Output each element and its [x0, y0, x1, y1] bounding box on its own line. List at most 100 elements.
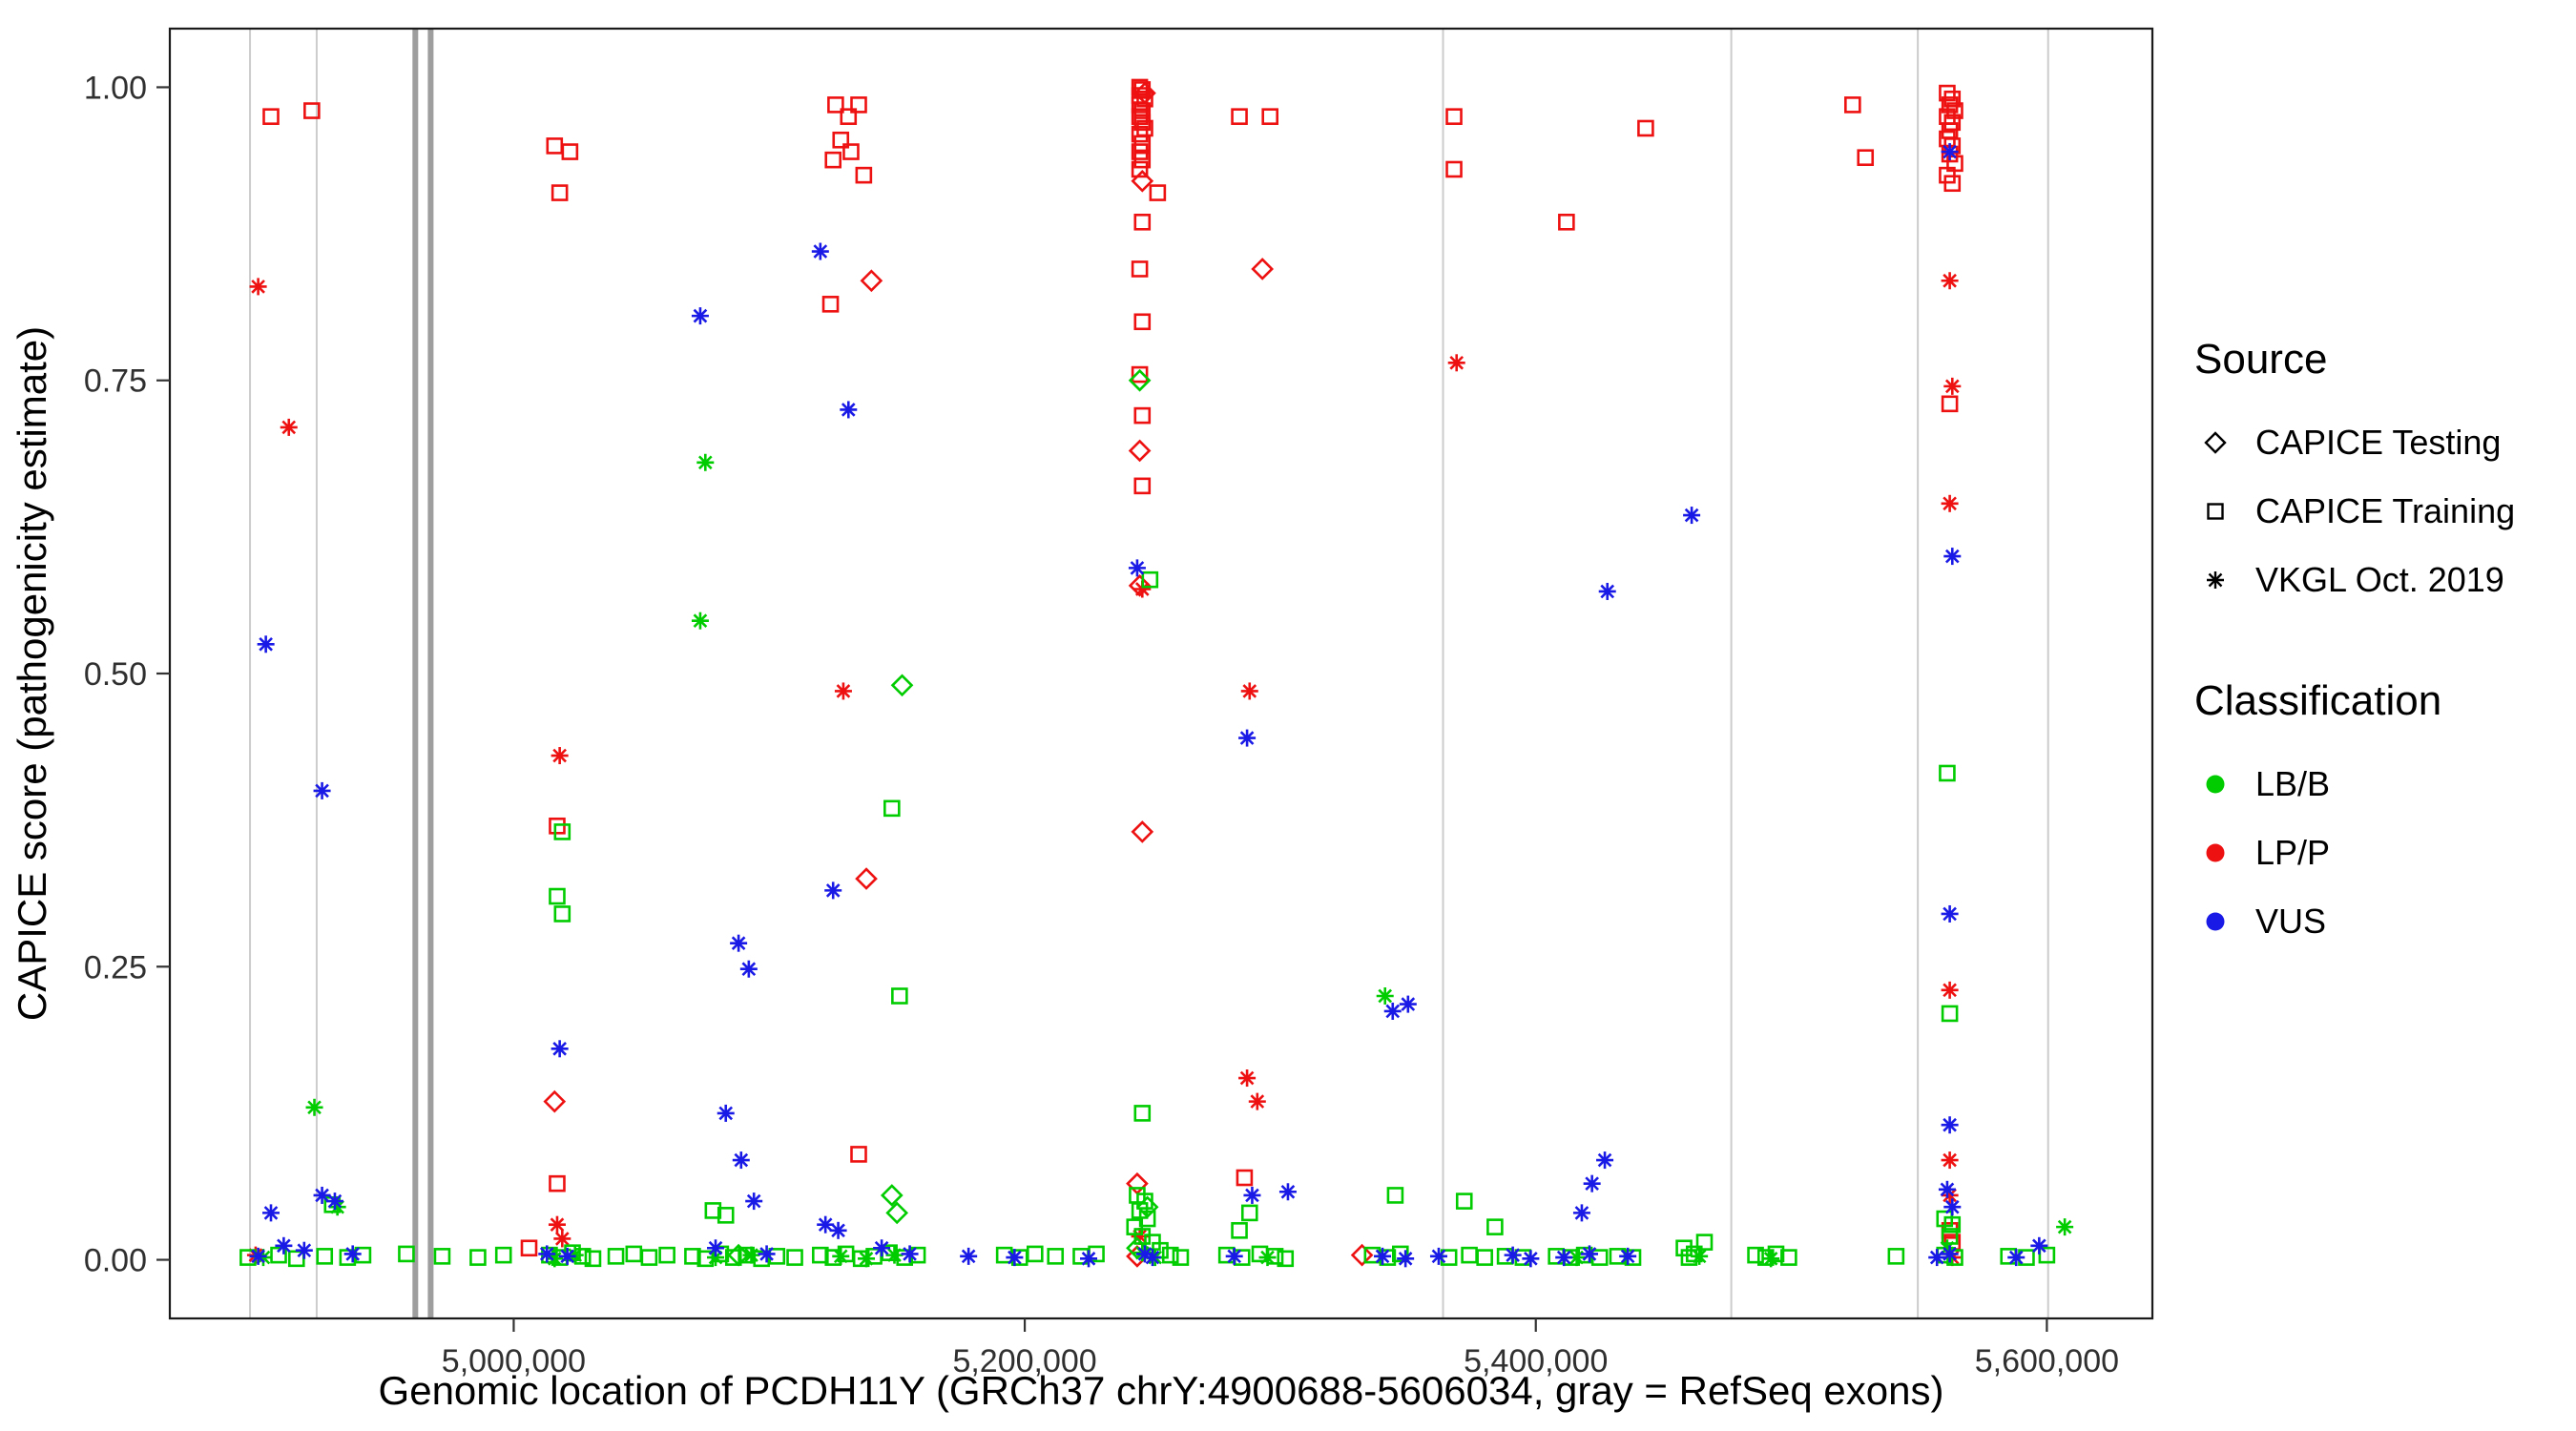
- data-point-asterisk: [824, 881, 842, 900]
- data-point-square: [1131, 160, 1149, 178]
- source-legend-title: Source: [2194, 336, 2328, 383]
- data-point-asterisk: [1240, 682, 1258, 700]
- data-point-square: [1133, 151, 1152, 169]
- data-point-square: [1141, 570, 1159, 589]
- data-point-square: [1943, 90, 1962, 108]
- data-point-square: [1695, 1234, 1714, 1251]
- data-point-square: [1391, 1245, 1409, 1263]
- data-point-square: [433, 1248, 451, 1265]
- data-point-asterisk: [1941, 981, 1959, 999]
- data-point-square: [270, 1246, 287, 1264]
- classification-legend-label: VUS: [2255, 902, 2327, 941]
- data-point-asterisk: [885, 1246, 904, 1264]
- data-point-asterisk: [1006, 1249, 1024, 1267]
- data-point-square: [1131, 260, 1149, 278]
- data-point-square: [607, 1248, 625, 1265]
- data-point-square: [1386, 1187, 1404, 1204]
- data-point-square: [1558, 214, 1575, 231]
- x-tick-label: 5,600,000: [1975, 1343, 2119, 1379]
- data-point-square: [1887, 1248, 1905, 1265]
- data-point-square: [786, 1249, 803, 1266]
- x-tick-label: 5,400,000: [1464, 1343, 1608, 1379]
- data-point-square: [850, 1146, 867, 1163]
- data-point-square: [995, 1246, 1013, 1264]
- data-point-square: [1133, 406, 1152, 425]
- data-point-square: [584, 1250, 602, 1268]
- data-point-asterisk: [551, 1040, 569, 1058]
- data-point-asterisk: [691, 307, 709, 325]
- data-point-square: [549, 887, 566, 905]
- data-point-square: [262, 108, 280, 125]
- data-point-asterisk: [1399, 995, 1417, 1013]
- data-point-asterisk: [249, 278, 267, 296]
- data-point-asterisk: [1691, 1247, 1709, 1265]
- classification-legend-label: LB/B: [2255, 764, 2331, 803]
- data-point-diamond: [880, 1184, 904, 1207]
- classification-legend-item: VUS: [2194, 887, 2566, 956]
- data-point-square: [891, 987, 908, 1005]
- data-point-asterisk: [1941, 1245, 1959, 1263]
- data-point-asterisk: [1555, 1249, 1573, 1267]
- series-capice-testing-lp-p: [543, 81, 1374, 1268]
- data-point-square: [1747, 1246, 1764, 1264]
- series-vkgl-oct-2019-vus: [249, 143, 2048, 1268]
- data-point-asterisk: [834, 682, 852, 700]
- data-point-square: [1261, 108, 1278, 125]
- data-point-asterisk: [691, 612, 709, 630]
- series-capice-training-lp-p: [262, 78, 1963, 1257]
- data-point-square: [1939, 764, 1956, 782]
- panel-border: [168, 27, 2154, 1320]
- data-point-square: [469, 1249, 487, 1266]
- data-point-diamond: [1128, 439, 1152, 463]
- data-point-asterisk: [1504, 1246, 1522, 1264]
- source-legend-label: CAPICE Testing: [2255, 423, 2502, 462]
- data-point-square: [549, 1174, 566, 1192]
- data-point-asterisk: [960, 1247, 978, 1265]
- source-legend-label: VKGL Oct. 2019: [2255, 560, 2504, 599]
- data-point-asterisk: [1619, 1247, 1637, 1265]
- data-point-diamond: [855, 867, 878, 890]
- series-capice-testing-lb-b: [727, 368, 1159, 1267]
- data-point-asterisk: [832, 1247, 850, 1265]
- color-dot-icon: [2206, 775, 2225, 794]
- data-point-diamond: [1133, 81, 1156, 105]
- data-point-asterisk: [548, 1215, 566, 1234]
- source-legend-section: Source CAPICE Testing CAPICE Training VKGL …: [2194, 336, 2566, 614]
- data-point-square: [1133, 1105, 1152, 1122]
- data-point-square: [840, 108, 858, 125]
- classification-legend-title: Classification: [2194, 677, 2442, 724]
- data-point-asterisk: [1522, 1250, 1540, 1268]
- data-point-square: [717, 1207, 735, 1224]
- data-point-diamond: [860, 269, 883, 293]
- data-point-square: [768, 1248, 786, 1265]
- data-point-asterisk: [811, 242, 829, 260]
- data-point-square: [1277, 1250, 1295, 1268]
- data-point-square: [1767, 1245, 1785, 1263]
- data-point-square: [1939, 84, 1956, 102]
- data-point-diamond: [543, 1089, 567, 1113]
- color-dot-icon: [2206, 912, 2225, 931]
- data-point-asterisk: [1128, 559, 1146, 577]
- data-point-asterisk: [553, 1230, 571, 1248]
- classification-legend-section: Classification LB/B LP/P VUS: [2194, 677, 2566, 956]
- data-point-square: [1133, 214, 1152, 231]
- data-point-square: [1637, 119, 1654, 137]
- data-point-asterisk: [730, 934, 748, 952]
- data-point-asterisk: [325, 1192, 343, 1211]
- data-point-square: [1943, 1215, 1962, 1234]
- data-point-square: [1455, 1192, 1473, 1210]
- data-point-asterisk: [1447, 354, 1465, 372]
- data-point-square: [827, 96, 844, 114]
- y-tick-label: 0.75: [84, 363, 147, 400]
- data-point-asterisk: [1258, 1249, 1277, 1267]
- data-point-asterisk: [742, 1246, 760, 1264]
- data-point-asterisk: [275, 1236, 293, 1255]
- data-point-asterisk: [558, 1247, 576, 1265]
- data-point-square: [549, 817, 566, 835]
- data-point-asterisk: [1928, 1249, 1946, 1267]
- data-point-square: [2038, 1246, 2056, 1264]
- source-legend-label: CAPICE Training: [2255, 491, 2516, 530]
- data-point-square: [1133, 114, 1152, 132]
- data-point-square: [842, 143, 860, 160]
- data-point-square: [640, 1249, 658, 1266]
